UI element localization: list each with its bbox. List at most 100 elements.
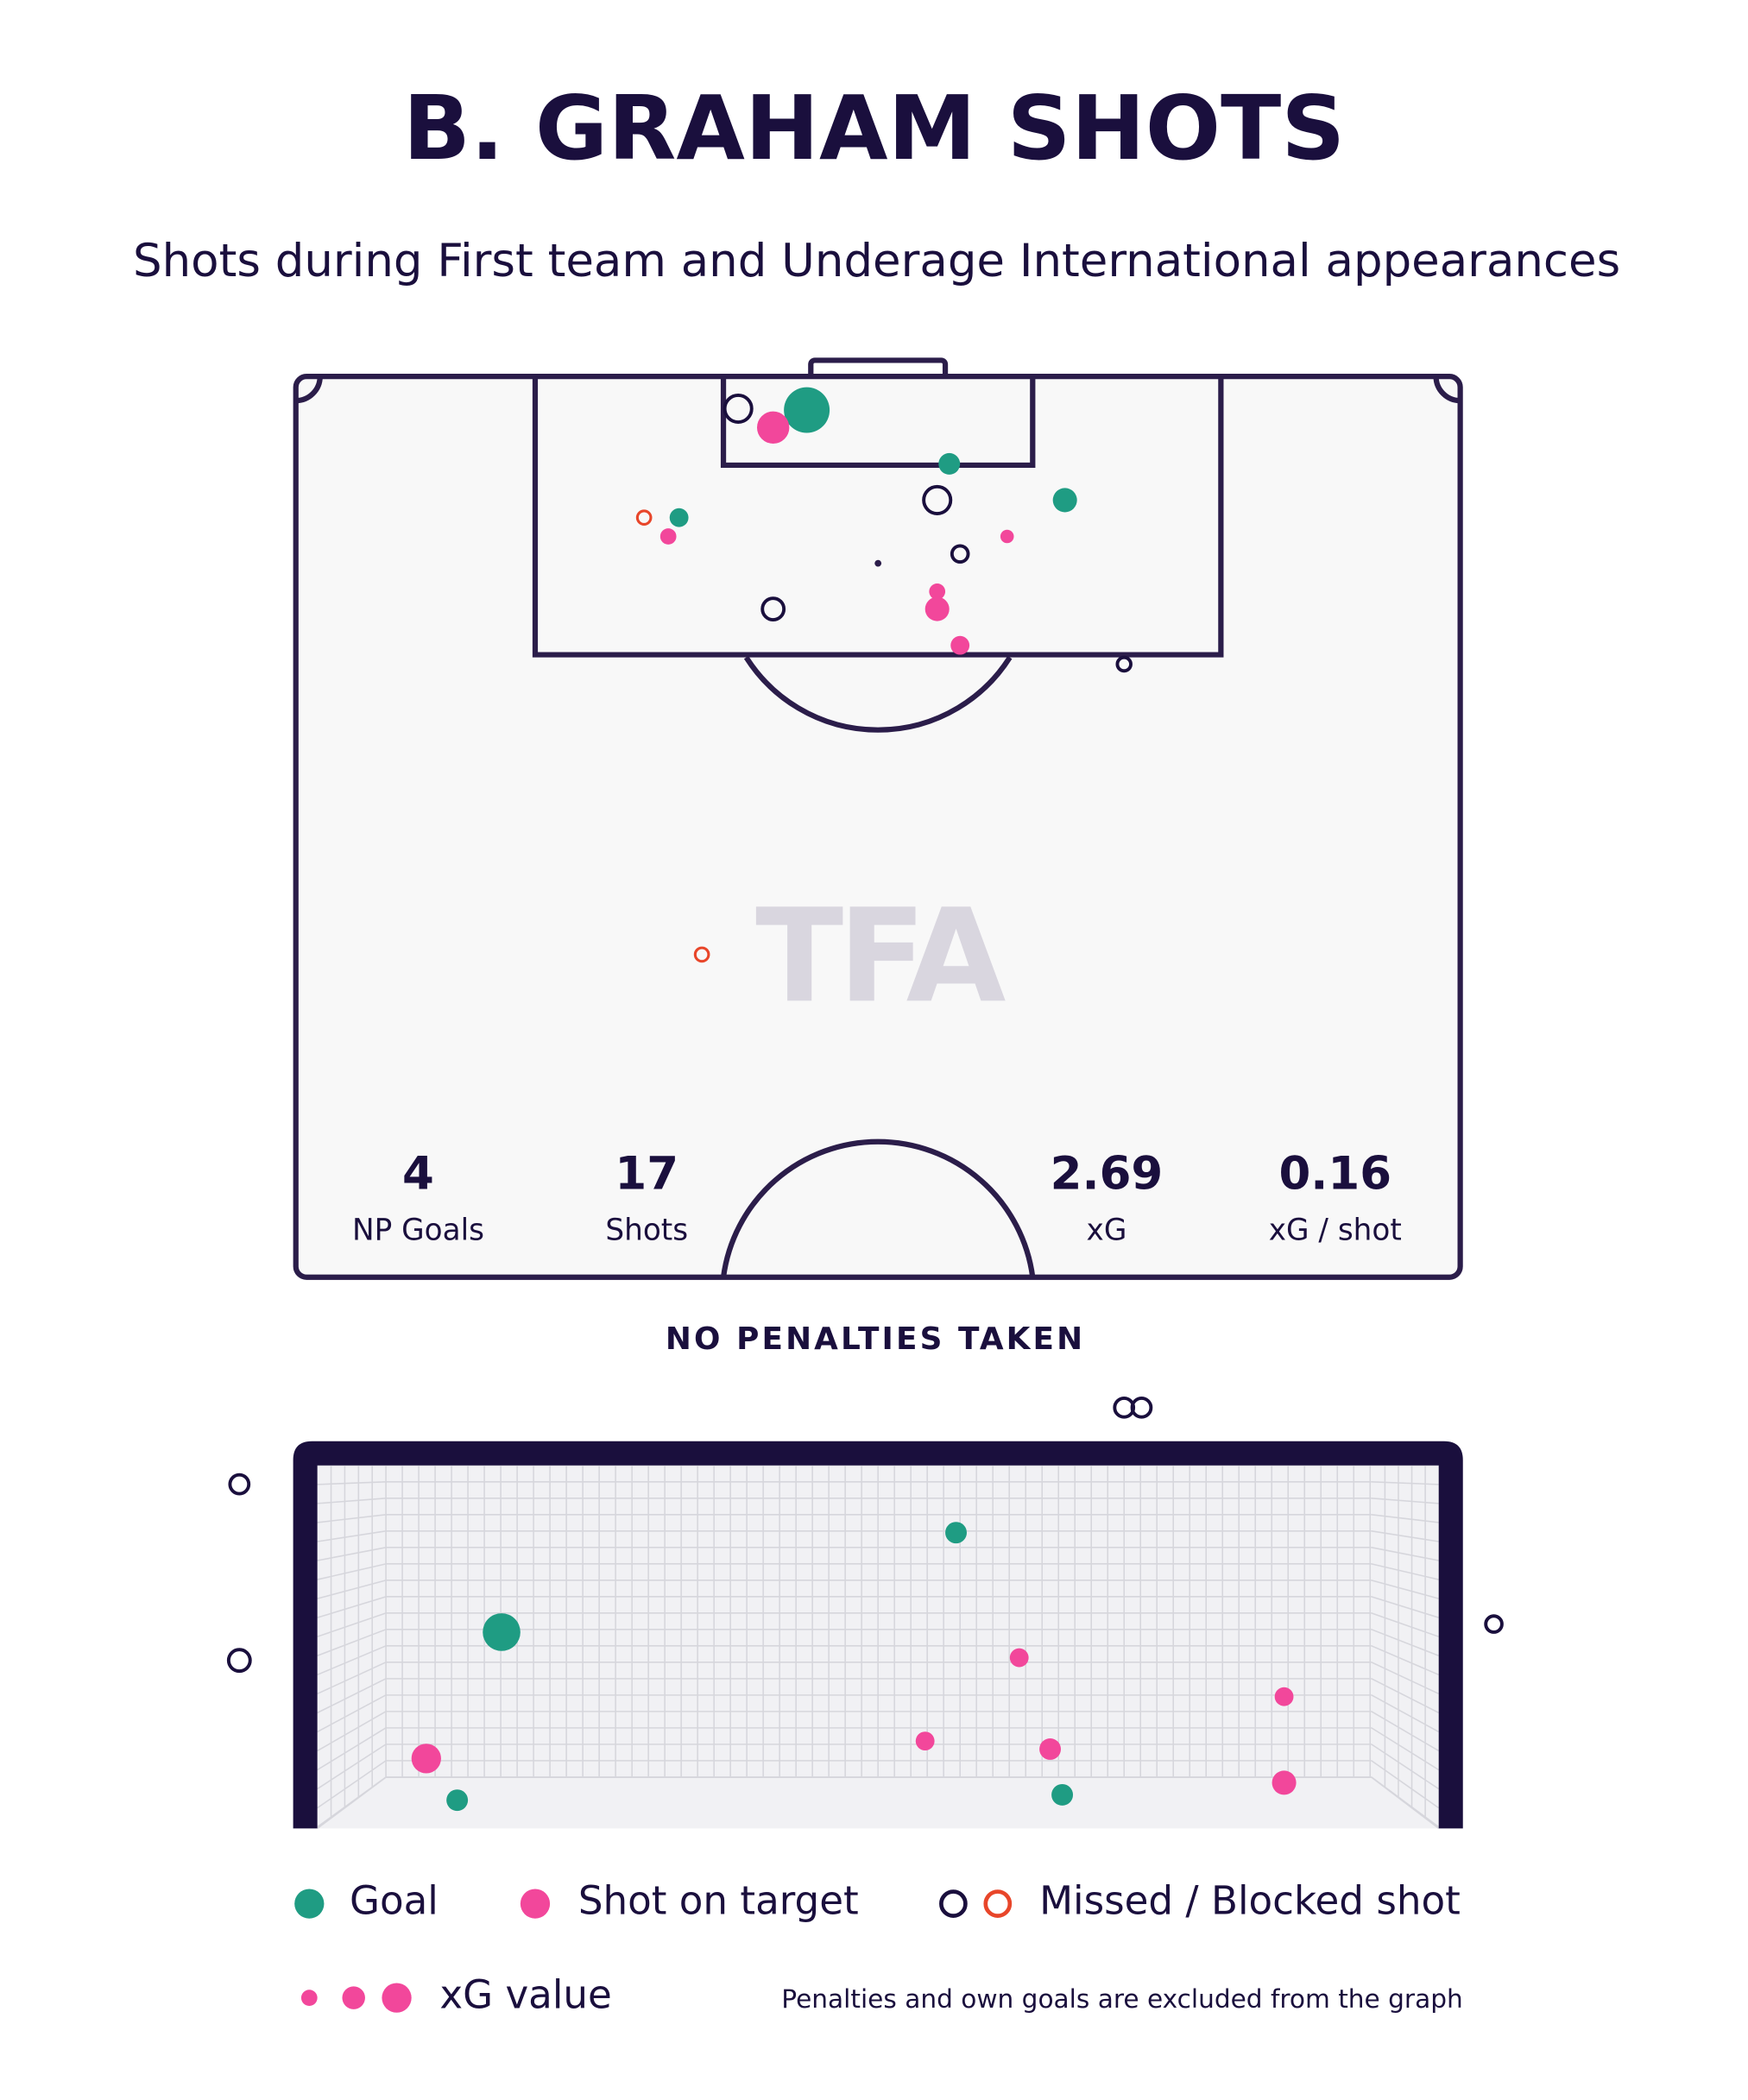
net-line xyxy=(317,1580,387,1599)
legend-xg-small xyxy=(300,1990,318,2006)
legend-xg-medium xyxy=(342,1986,365,2009)
goal-shot xyxy=(446,1789,469,1812)
blocked-shot xyxy=(693,946,710,963)
net-line xyxy=(1371,1776,1440,1829)
net-line xyxy=(1371,1612,1439,1637)
corner-arc xyxy=(295,375,323,404)
on-target-shot xyxy=(950,635,970,655)
net-line xyxy=(317,1711,387,1752)
legend-xg-large xyxy=(382,1983,412,2013)
net-line xyxy=(1371,1662,1440,1695)
legend: Goal Shot on target Missed / Blocked sho… xyxy=(294,1878,1463,2018)
shots xyxy=(226,387,1504,1812)
net-line xyxy=(317,1629,387,1656)
missed-shot xyxy=(922,484,953,515)
goal-shot xyxy=(1051,1783,1074,1806)
goal-shot xyxy=(483,1613,521,1651)
net-line xyxy=(1371,1580,1439,1599)
net-line xyxy=(317,1694,387,1733)
stat-label: NP Goals xyxy=(352,1213,484,1247)
on-target-shot xyxy=(1272,1770,1297,1795)
stat-value: 0.16 xyxy=(1278,1148,1391,1201)
stat-value: 17 xyxy=(615,1148,678,1201)
legend-missed: Missed / Blocked shot xyxy=(1039,1878,1461,1924)
legend-goal-marker xyxy=(294,1889,325,1919)
net-line xyxy=(317,1662,387,1695)
penalty-arc xyxy=(743,656,1013,733)
net-line xyxy=(317,1530,387,1542)
net-line xyxy=(1371,1760,1440,1809)
net-line xyxy=(317,1547,387,1561)
net-line xyxy=(317,1744,387,1790)
centre-circle xyxy=(720,1138,1036,1278)
net-line xyxy=(317,1776,387,1829)
on-target-shot xyxy=(929,583,946,600)
penalty-box xyxy=(532,376,1224,658)
net-line xyxy=(1371,1744,1440,1790)
legend-missed-marker xyxy=(939,1889,968,1918)
on-target-shot xyxy=(924,596,950,621)
on-target-shot xyxy=(411,1744,441,1774)
legend-blocked-marker xyxy=(983,1889,1013,1918)
pitch-outline xyxy=(293,374,1463,1280)
net-line xyxy=(317,1498,387,1504)
net-line xyxy=(317,1514,387,1523)
net-line xyxy=(317,1563,387,1580)
stat-value: 4 xyxy=(402,1148,434,1201)
missed-shot xyxy=(1115,655,1133,673)
net-line xyxy=(1371,1547,1439,1561)
on-target-shot xyxy=(756,411,790,445)
stat-label: Shots xyxy=(605,1213,688,1247)
net-line xyxy=(1371,1498,1439,1504)
goal-shot xyxy=(669,508,689,527)
missed-shot xyxy=(228,1473,251,1496)
missed-shot xyxy=(226,1648,252,1674)
stat-label: xG / shot xyxy=(1269,1213,1402,1247)
watermark: TFA xyxy=(755,881,1006,1031)
net-line xyxy=(1371,1514,1439,1523)
net-line xyxy=(317,1760,387,1809)
pitch: TFA xyxy=(293,357,1463,1280)
on-target-shot xyxy=(915,1731,935,1751)
corner-arc xyxy=(1433,375,1461,404)
net-line xyxy=(317,1596,387,1618)
net-line xyxy=(317,1612,387,1637)
net-line xyxy=(1371,1645,1440,1675)
net-line xyxy=(1371,1694,1440,1733)
on-target-shot xyxy=(1009,1648,1029,1668)
net-line xyxy=(317,1481,387,1485)
goal-shot xyxy=(945,1522,967,1544)
six-yard-box xyxy=(720,376,1036,469)
blocked-shot xyxy=(635,509,653,527)
missed-shot xyxy=(760,596,786,622)
missed-shot xyxy=(723,393,754,425)
on-target-shot xyxy=(1039,1738,1062,1760)
legend-goal: Goal xyxy=(350,1878,439,1924)
on-target-shot xyxy=(1274,1687,1294,1706)
goal-shot xyxy=(938,452,961,475)
goal-shot xyxy=(1052,488,1077,513)
net-line xyxy=(1371,1530,1439,1542)
net-line xyxy=(1371,1727,1440,1771)
goal-frame xyxy=(293,1441,1463,1829)
net-line xyxy=(317,1678,387,1714)
net-line xyxy=(1371,1596,1439,1618)
net-line xyxy=(1371,1711,1440,1752)
footnote: Penalties and own goals are excluded fro… xyxy=(781,1984,1462,2014)
subtitle: Shots during First team and Underage Int… xyxy=(133,235,1620,287)
stat-value: 2.69 xyxy=(1051,1148,1164,1201)
net-line xyxy=(317,1645,387,1675)
legend-on-target: Shot on target xyxy=(578,1878,859,1924)
legend-on-target-marker xyxy=(520,1889,551,1919)
net-line xyxy=(317,1727,387,1771)
net-line xyxy=(1371,1563,1439,1580)
stat-label: xG xyxy=(1087,1213,1127,1247)
missed-shot xyxy=(1484,1614,1504,1634)
on-target-shot xyxy=(659,528,677,545)
on-target-shot xyxy=(1000,529,1014,544)
penalties-note: NO PENALTIES TAKEN xyxy=(666,1321,1085,1357)
missed-shot xyxy=(950,544,970,564)
